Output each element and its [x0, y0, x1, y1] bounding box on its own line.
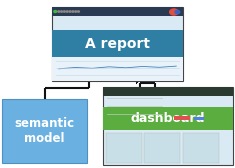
- Circle shape: [78, 11, 79, 12]
- Bar: [2, 99, 87, 163]
- Bar: [144, 133, 180, 163]
- Text: semantic
model: semantic model: [15, 117, 75, 145]
- Circle shape: [66, 11, 68, 12]
- Bar: [194, 117, 204, 120]
- Circle shape: [69, 11, 71, 12]
- Circle shape: [54, 11, 57, 13]
- Bar: [174, 116, 190, 120]
- Bar: [52, 7, 183, 81]
- Bar: [106, 133, 142, 163]
- Circle shape: [58, 11, 60, 12]
- Bar: [52, 30, 183, 57]
- Circle shape: [61, 11, 63, 12]
- Text: A report: A report: [85, 37, 150, 51]
- Bar: [103, 107, 233, 130]
- Circle shape: [175, 10, 180, 14]
- Circle shape: [75, 11, 77, 12]
- Bar: [52, 7, 183, 16]
- Text: dashboard: dashboard: [131, 112, 205, 125]
- Bar: [103, 87, 233, 96]
- Bar: [103, 87, 233, 165]
- Circle shape: [170, 9, 178, 15]
- Bar: [183, 133, 219, 163]
- Circle shape: [72, 11, 74, 12]
- Bar: [52, 57, 183, 81]
- Circle shape: [63, 11, 65, 12]
